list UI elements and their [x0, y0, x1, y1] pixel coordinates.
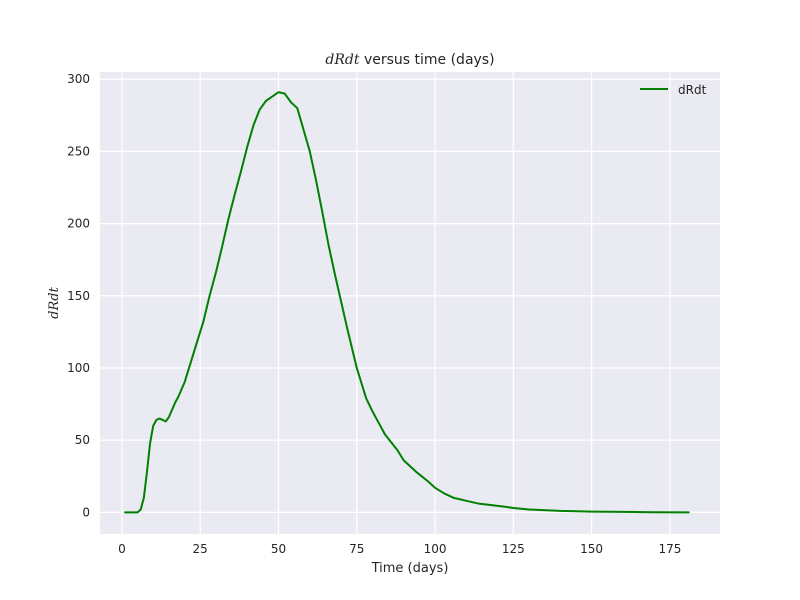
- x-tick-label: 100: [424, 542, 447, 556]
- x-tick-label: 25: [193, 542, 208, 556]
- series-layer: [124, 91, 690, 514]
- y-tick-label: 50: [75, 433, 90, 447]
- x-tick-label: 175: [658, 542, 681, 556]
- grid-lines: [100, 72, 720, 534]
- y-tick-label: 100: [67, 361, 90, 375]
- chart-title: dRdt versus time (days): [325, 52, 494, 68]
- chart-title-math: dRdt: [325, 52, 359, 68]
- y-tick-label: 300: [67, 72, 90, 86]
- series-line-dRdt: [124, 91, 690, 514]
- y-tick-label: 250: [67, 144, 90, 158]
- tick-labels: 0 25 50 75 100 125 150 175 0 50 100 150 200 250 300: [67, 72, 681, 556]
- plot-area: [100, 72, 720, 534]
- x-axis-label: Time (days): [371, 561, 449, 576]
- y-tick-label: 150: [67, 289, 90, 303]
- x-tick-label: 75: [349, 542, 364, 556]
- y-tick-label: 0: [82, 505, 90, 519]
- x-tick-label: 0: [118, 542, 126, 556]
- x-tick-label: 50: [271, 542, 286, 556]
- y-tick-label: 200: [67, 217, 90, 231]
- legend-label-dRdt: dRdt: [678, 83, 707, 97]
- x-tick-label: 150: [580, 542, 603, 556]
- x-tick-label: 125: [502, 542, 525, 556]
- chart-title-rest: versus time (days): [360, 52, 495, 68]
- y-axis-label: dRdt: [47, 286, 62, 318]
- legend: dRdt: [640, 83, 707, 97]
